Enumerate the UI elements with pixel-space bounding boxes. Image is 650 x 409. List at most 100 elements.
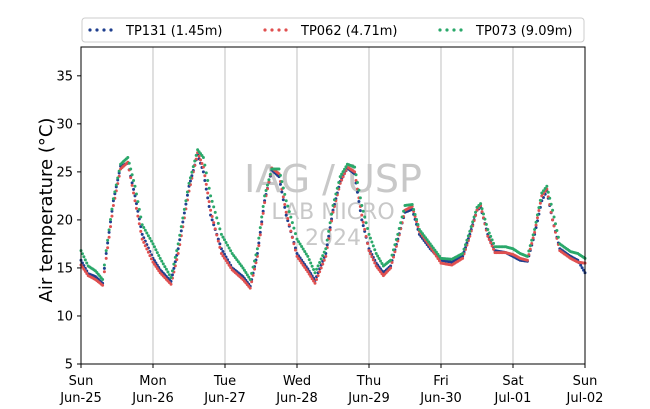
data-point [152,245,156,249]
data-point [224,259,228,263]
data-point [215,216,219,220]
data-point [297,240,301,244]
data-point [530,242,534,246]
data-point [132,187,136,191]
data-point [185,190,189,194]
data-point [582,268,586,272]
legend-marker [95,28,99,32]
data-point [390,253,394,257]
data-point [284,210,288,214]
data-point [290,221,294,225]
data-point [263,194,267,198]
data-point [83,258,87,262]
data-point [410,203,414,207]
data-point [163,265,167,269]
data-point [286,204,290,208]
data-point [164,267,168,271]
data-point [486,234,490,238]
data-point [175,258,179,262]
data-point [222,256,226,260]
data-point [145,231,149,235]
data-point [475,205,479,209]
data-point [545,184,549,188]
data-point [469,225,473,229]
data-point [267,178,271,182]
data-point [535,216,539,220]
data-point [142,225,146,229]
data-point [390,261,394,265]
data-point [213,210,217,214]
data-point [427,240,431,244]
data-point [397,227,401,231]
data-point [258,233,262,237]
data-point [367,232,371,236]
data-point [430,244,434,248]
data-point [313,271,317,275]
data-point [176,252,180,256]
data-point [261,211,265,215]
data-point [318,270,322,274]
data-point [155,251,159,255]
data-point [461,252,465,256]
data-point [215,233,219,237]
data-point [204,187,208,191]
data-point [107,228,111,232]
data-point [102,270,106,274]
data-point [357,188,361,192]
data-point [151,242,155,246]
data-point [354,173,358,177]
data-point [533,228,537,232]
data-point [315,267,319,271]
data-point [241,266,245,270]
data-point [109,225,113,229]
data-point [233,256,237,260]
data-point [157,269,161,273]
x-tick-label-date: Jun-27 [203,391,246,406]
data-point [209,208,213,212]
data-point [376,254,380,258]
data-point [371,258,375,262]
data-point [534,223,538,227]
data-point [343,167,347,171]
data-point [325,243,329,247]
data-point [340,178,344,182]
data-point [293,248,297,252]
data-point [366,242,370,246]
data-point [126,155,130,159]
data-point [540,191,544,195]
data-point [327,234,331,238]
data-point [106,241,110,245]
data-point [428,242,432,246]
data-point [487,238,491,242]
data-point [537,206,541,210]
data-point [137,207,141,211]
y-axis-title: Air temperature (°C) [36,118,57,303]
data-point [210,199,214,203]
data-point [235,258,239,262]
data-point [332,198,336,202]
data-point [416,223,420,227]
data-point [540,194,544,198]
data-point [327,229,331,233]
data-point [537,208,541,212]
data-point [154,248,158,252]
data-point [134,206,138,210]
x-tick-label-date: Jul-02 [566,391,604,406]
legend-frame [81,17,585,43]
data-point [80,261,84,265]
data-point [132,179,136,183]
data-point [319,266,323,270]
legend-marker [263,28,267,32]
data-point [280,180,284,184]
data-point [367,249,371,253]
data-point [247,275,251,279]
data-point [130,183,134,187]
data-point [251,273,255,277]
data-point [106,238,110,242]
data-point [181,220,185,224]
data-point [301,263,305,267]
data-point [136,200,140,204]
data-point [104,256,108,260]
data-point [377,257,381,261]
data-point [412,208,416,212]
